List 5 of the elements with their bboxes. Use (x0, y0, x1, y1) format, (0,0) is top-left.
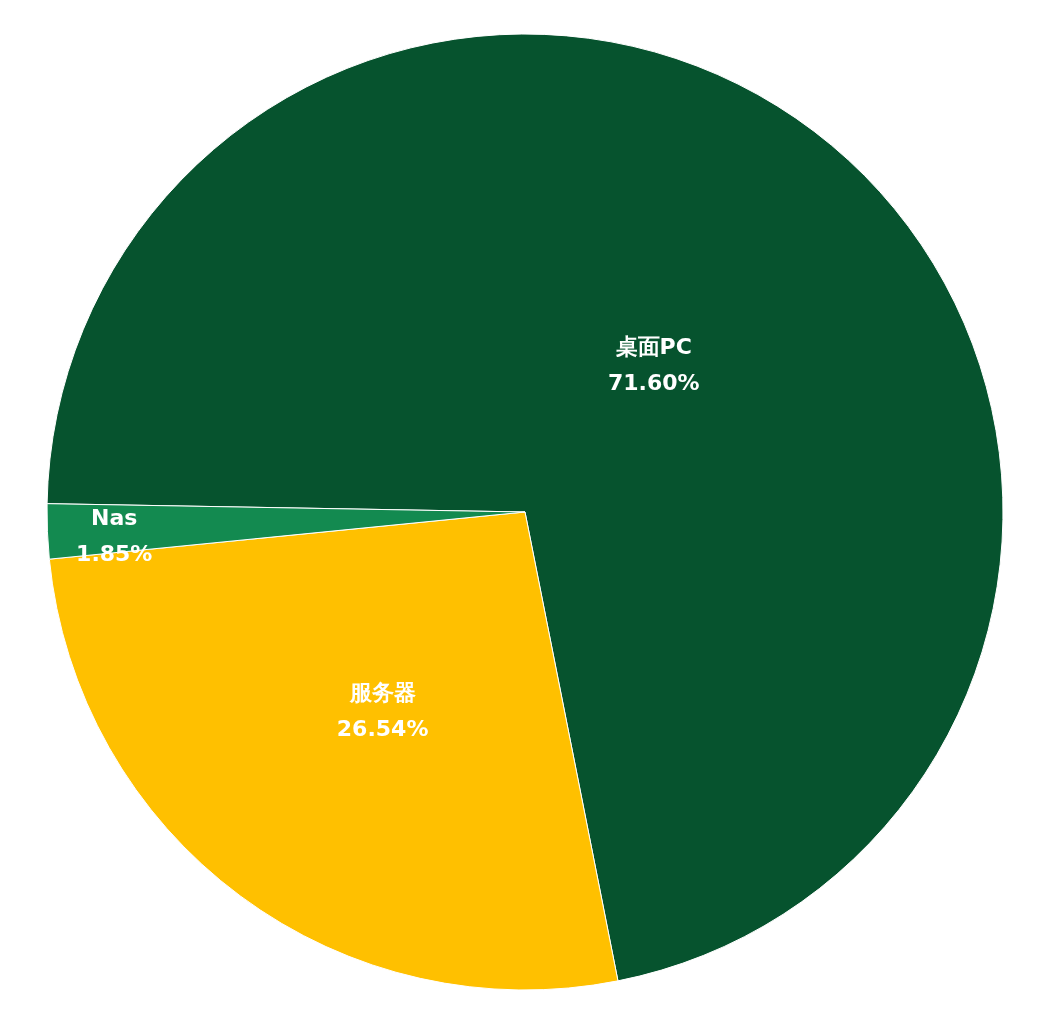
slice-label: Nas (91, 504, 138, 530)
slice-label: 服务器 (348, 679, 416, 705)
slice-label: 桌面PC (614, 333, 692, 359)
data-label: 26.54% (336, 715, 429, 741)
data-label: 71.60% (607, 369, 700, 395)
